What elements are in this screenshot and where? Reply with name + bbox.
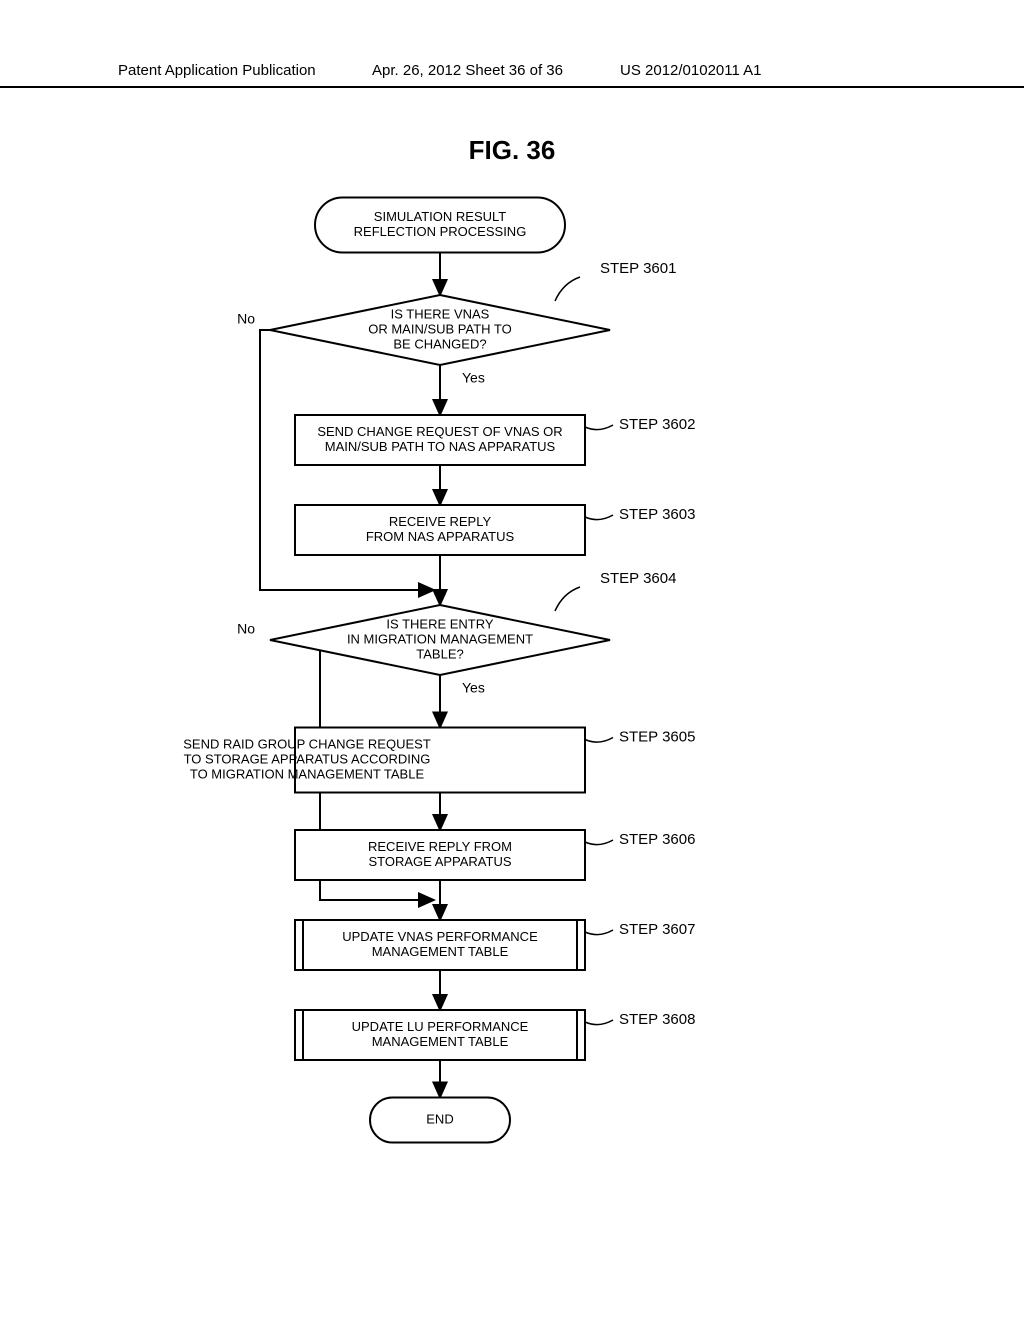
svg-text:SEND CHANGE REQUEST OF VNAS OR: SEND CHANGE REQUEST OF VNAS OR	[317, 424, 562, 439]
svg-text:SEND RAID GROUP CHANGE REQUEST: SEND RAID GROUP CHANGE REQUEST	[183, 736, 431, 751]
page-header: Patent Application Publication Apr. 26, …	[0, 82, 1024, 88]
svg-text:No: No	[237, 311, 255, 327]
svg-text:RECEIVE REPLY: RECEIVE REPLY	[389, 514, 492, 529]
svg-text:SIMULATION RESULT: SIMULATION RESULT	[374, 209, 506, 224]
svg-text:STEP 3606: STEP 3606	[619, 831, 695, 848]
svg-text:STEP 3601: STEP 3601	[600, 260, 676, 277]
svg-text:TO MIGRATION MANAGEMENT TABLE: TO MIGRATION MANAGEMENT TABLE	[190, 766, 425, 781]
svg-text:IN MIGRATION MANAGEMENT: IN MIGRATION MANAGEMENT	[347, 631, 533, 646]
svg-text:IS THERE ENTRY: IS THERE ENTRY	[386, 616, 493, 631]
header-mid: Apr. 26, 2012 Sheet 36 of 36	[372, 62, 563, 79]
svg-text:STEP 3603: STEP 3603	[619, 506, 695, 523]
svg-text:RECEIVE REPLY FROM: RECEIVE REPLY FROM	[368, 839, 512, 854]
svg-text:STEP 3608: STEP 3608	[619, 1011, 695, 1028]
svg-text:MANAGEMENT TABLE: MANAGEMENT TABLE	[372, 944, 509, 959]
figure-title: FIG. 36	[0, 135, 1024, 166]
svg-text:STEP 3607: STEP 3607	[619, 921, 695, 938]
svg-text:IS THERE VNAS: IS THERE VNAS	[391, 306, 490, 321]
header-right: US 2012/0102011 A1	[620, 62, 762, 79]
svg-text:BE CHANGED?: BE CHANGED?	[393, 336, 486, 351]
svg-text:STEP 3605: STEP 3605	[619, 728, 695, 745]
svg-text:UPDATE LU PERFORMANCE: UPDATE LU PERFORMANCE	[352, 1019, 529, 1034]
svg-text:Yes: Yes	[462, 680, 485, 696]
flowchart-svg: No No SIMULATION RESULTREFLECTION PROCESSI…	[0, 185, 1024, 1205]
svg-text:REFLECTION PROCESSING: REFLECTION PROCESSING	[354, 224, 527, 239]
svg-text:MAIN/SUB PATH TO NAS APPARATUS: MAIN/SUB PATH TO NAS APPARATUS	[325, 439, 556, 454]
svg-text:STEP 3604: STEP 3604	[600, 570, 676, 587]
svg-text:FROM NAS APPARATUS: FROM NAS APPARATUS	[366, 529, 515, 544]
svg-text:STEP 3602: STEP 3602	[619, 416, 695, 433]
page: Patent Application Publication Apr. 26, …	[0, 0, 1024, 1320]
svg-text:UPDATE VNAS PERFORMANCE: UPDATE VNAS PERFORMANCE	[342, 929, 538, 944]
svg-text:END: END	[426, 1111, 453, 1126]
svg-text:Yes: Yes	[462, 370, 485, 386]
header-left: Patent Application Publication	[118, 62, 316, 79]
svg-text:No: No	[237, 621, 255, 637]
svg-text:MANAGEMENT TABLE: MANAGEMENT TABLE	[372, 1034, 509, 1049]
svg-text:OR MAIN/SUB PATH TO: OR MAIN/SUB PATH TO	[368, 321, 512, 336]
svg-text:TABLE?: TABLE?	[416, 646, 463, 661]
svg-text:TO STORAGE APPARATUS ACCORDING: TO STORAGE APPARATUS ACCORDING	[184, 751, 431, 766]
svg-text:STORAGE APPARATUS: STORAGE APPARATUS	[368, 854, 511, 869]
